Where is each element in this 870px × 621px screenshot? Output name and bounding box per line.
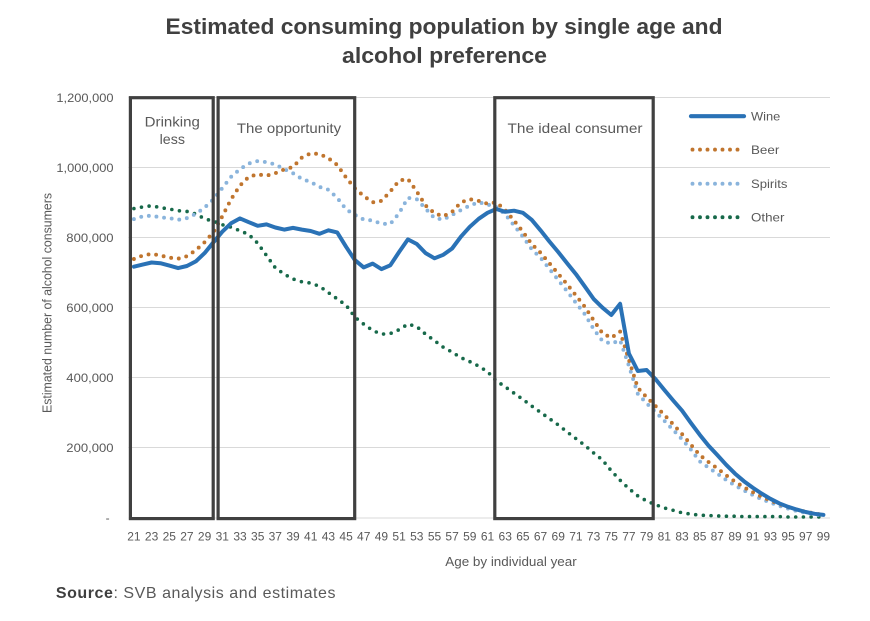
svg-text:65: 65 [516,529,530,543]
svg-text:79: 79 [640,529,654,543]
svg-text:37: 37 [269,529,283,543]
svg-text:27: 27 [180,529,194,543]
svg-text:alcohol preference: alcohol preference [342,43,547,68]
svg-text:25: 25 [163,529,177,543]
svg-text:73: 73 [587,529,601,543]
svg-text:57: 57 [445,529,459,543]
svg-text:45: 45 [339,529,353,543]
svg-text:Spirits: Spirits [751,177,787,191]
svg-text:35: 35 [251,529,265,543]
svg-text:81: 81 [658,529,672,543]
svg-text:75: 75 [605,529,619,543]
svg-text:less: less [160,131,185,147]
svg-text:Source: SVB analysis and estim: Source: SVB analysis and estimates [56,585,336,602]
svg-text:39: 39 [286,529,300,543]
svg-text:Drinking: Drinking [145,114,200,130]
svg-text:Age by individual year: Age by individual year [445,554,577,569]
svg-text:Beer: Beer [751,143,779,157]
svg-text:97: 97 [799,529,813,543]
svg-text:55: 55 [428,529,442,543]
svg-text:Other: Other [751,211,784,225]
svg-text:-: - [106,511,110,525]
svg-text:59: 59 [463,529,477,543]
svg-text:The opportunity: The opportunity [237,120,341,136]
svg-text:83: 83 [675,529,689,543]
svg-text:63: 63 [499,529,513,543]
svg-text:91: 91 [746,529,760,543]
svg-text:93: 93 [764,529,778,543]
svg-text:95: 95 [781,529,795,543]
svg-text:400,000: 400,000 [66,371,114,385]
svg-text:800,000: 800,000 [66,231,114,245]
svg-text:21: 21 [127,529,141,543]
svg-text:600,000: 600,000 [66,301,114,315]
svg-text:Wine: Wine [751,110,781,124]
svg-text:99: 99 [817,529,831,543]
svg-text:71: 71 [569,529,583,543]
svg-text:49: 49 [375,529,389,543]
svg-text:87: 87 [711,529,725,543]
svg-text:31: 31 [216,529,230,543]
svg-text:69: 69 [552,529,566,543]
svg-text:61: 61 [481,529,495,543]
svg-text:51: 51 [392,529,406,543]
svg-text:The ideal consumer: The ideal consumer [508,120,643,136]
svg-text:23: 23 [145,529,159,543]
svg-text:47: 47 [357,529,371,543]
svg-text:89: 89 [728,529,742,543]
svg-text:Estimated consuming population: Estimated consuming population by single… [166,14,723,39]
svg-text:77: 77 [622,529,636,543]
svg-text:1,200,000: 1,200,000 [56,91,114,105]
svg-text:1,000,000: 1,000,000 [56,161,114,175]
svg-text:33: 33 [233,529,247,543]
svg-text:85: 85 [693,529,707,543]
svg-text:41: 41 [304,529,318,543]
svg-text:29: 29 [198,529,212,543]
svg-text:43: 43 [322,529,336,543]
svg-text:200,000: 200,000 [66,441,114,455]
svg-text:67: 67 [534,529,548,543]
svg-text:Estimated number of alcohol co: Estimated number of alcohol consumers [40,193,55,413]
svg-text:53: 53 [410,529,424,543]
